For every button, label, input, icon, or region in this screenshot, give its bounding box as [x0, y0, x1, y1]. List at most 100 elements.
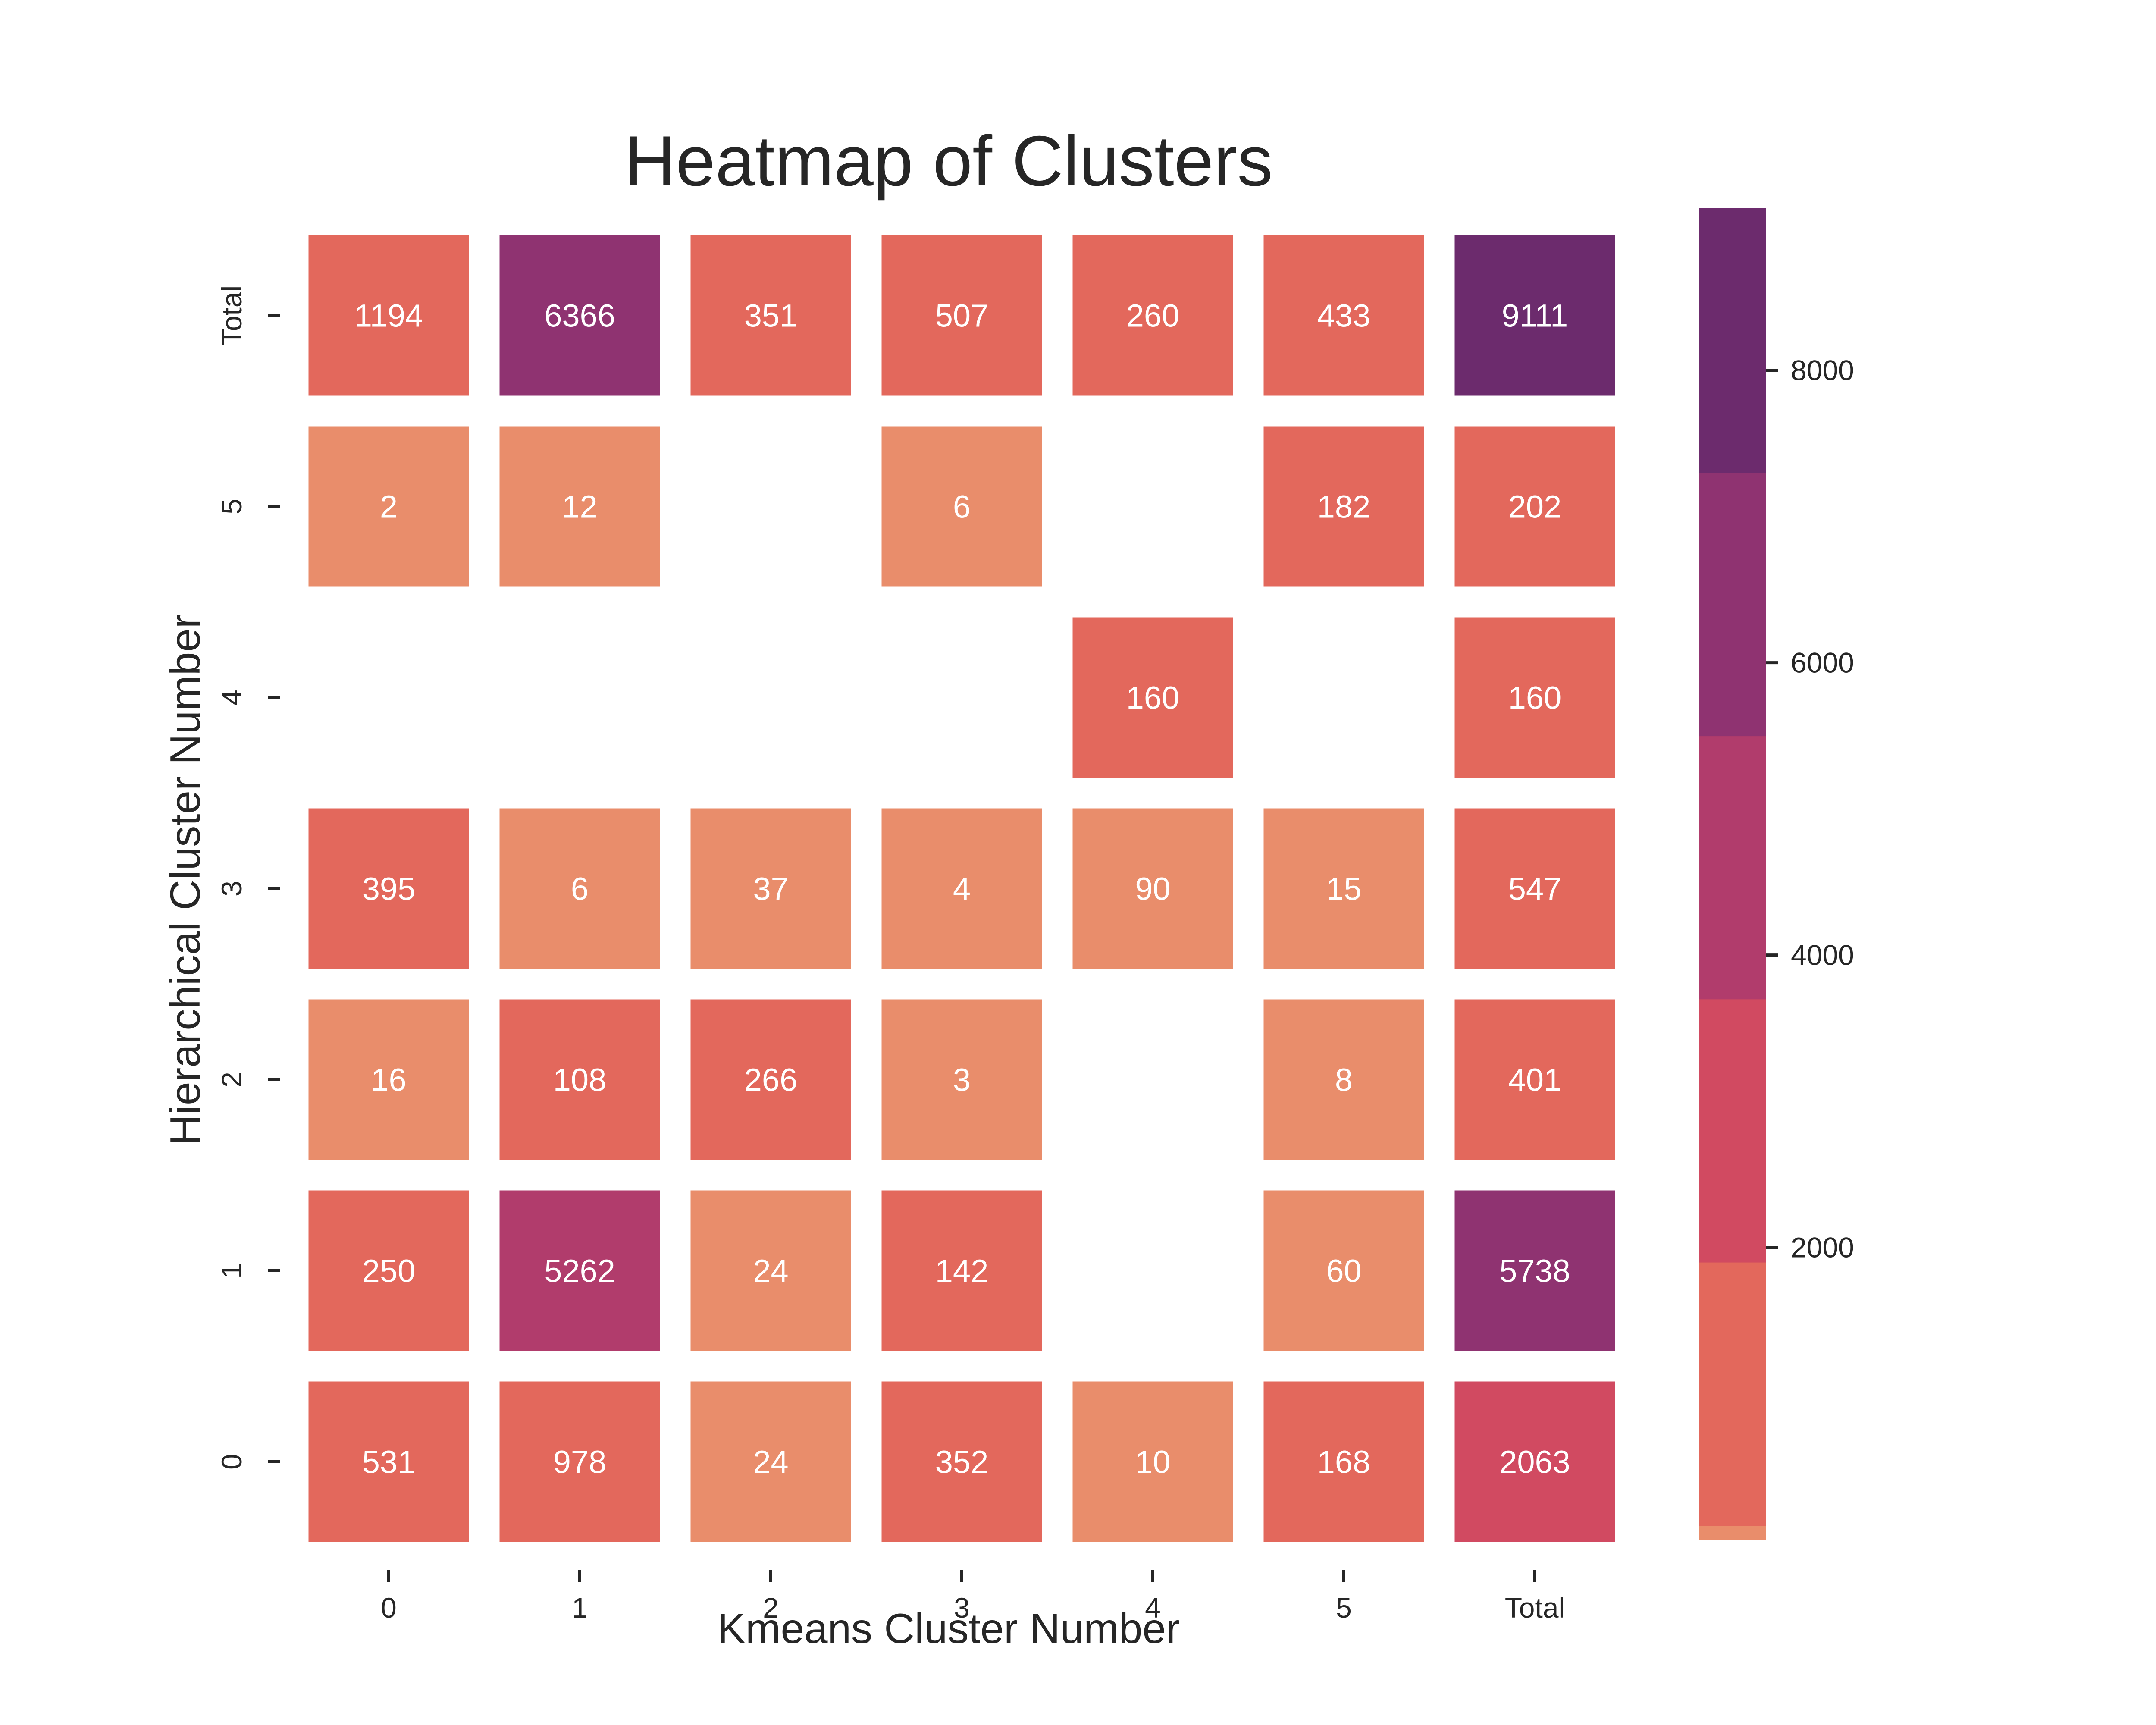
y-tick-label: 4: [216, 690, 248, 706]
y-tick-label: Total: [216, 285, 248, 345]
heatmap-cell: [1454, 426, 1615, 587]
heatmap-cell: [499, 235, 660, 396]
colorbar: 2000 4000 6000 8000: [1699, 208, 1854, 1540]
heatmap-cell: [1072, 235, 1233, 396]
colorbar-tick-label: 8000: [1791, 354, 1854, 386]
cell-value-label: 60: [1326, 1253, 1361, 1289]
cell-value-label: 12: [562, 489, 597, 525]
heatmap-cell: [1263, 235, 1424, 396]
heatmap-cell: [499, 999, 660, 1160]
heatmap-cell: [690, 999, 851, 1160]
cell-value-label: 2: [380, 489, 398, 525]
cell-value-label: 351: [744, 298, 797, 334]
heatmap-cell: [308, 999, 469, 1160]
cell-value-label: 260: [1126, 298, 1179, 334]
y-tick-label: 2: [216, 1072, 248, 1088]
cell-value-label: 547: [1508, 871, 1561, 907]
colorbar-band: [1699, 472, 1766, 737]
cell-value-label: 160: [1508, 680, 1561, 716]
heatmap-cell: [308, 808, 469, 969]
colorbar-band: [1699, 208, 1766, 473]
colorbar-tick-label: 2000: [1791, 1232, 1854, 1264]
cell-value-label: 10: [1135, 1444, 1170, 1480]
x-tick-label: 1: [572, 1592, 588, 1624]
heatmap-cell: [881, 808, 1042, 969]
colorbar-band: [1699, 999, 1766, 1263]
heatmap-cell: [1072, 617, 1233, 778]
y-axis-ticks: Total 5 4 3 2 1 0: [216, 285, 280, 1470]
cell-value-label: 168: [1317, 1444, 1370, 1480]
x-tick-label: 3: [954, 1592, 970, 1624]
cell-value-label: 182: [1317, 489, 1370, 525]
heatmap-cell: [690, 1190, 851, 1351]
cell-value-label: 250: [362, 1253, 415, 1289]
colorbar-tick-label: 4000: [1791, 939, 1854, 971]
heatmap-cell: [499, 808, 660, 969]
cell-value-label: 5738: [1499, 1253, 1570, 1289]
heatmap-cell: [499, 1381, 660, 1542]
heatmap-cell: [308, 1381, 469, 1542]
heatmap-cell: [881, 426, 1042, 587]
heatmap-cell: [1072, 1381, 1233, 1542]
heatmap-cell: [1263, 1190, 1424, 1351]
x-tick-label: 2: [763, 1592, 779, 1624]
heatmap-cell: [499, 426, 660, 587]
cell-value-label: 15: [1326, 871, 1361, 907]
cell-value-label: 16: [371, 1062, 406, 1098]
cell-value-label: 531: [362, 1444, 415, 1480]
y-tick-label: 3: [216, 881, 248, 897]
cell-value-label: 6: [953, 489, 971, 525]
heatmap-cell: [1263, 1381, 1424, 1542]
y-tick-label: 1: [216, 1263, 248, 1279]
cell-value-label: 24: [753, 1444, 788, 1480]
cell-value-label: 6: [571, 871, 589, 907]
colorbar-tick-label: 6000: [1791, 647, 1854, 679]
colorbar-band: [1699, 736, 1766, 1000]
heatmap-cell: [881, 999, 1042, 1160]
cell-value-label: 9111: [1502, 298, 1568, 334]
heatmap-cell: [1263, 426, 1424, 587]
heatmap-cell: [1263, 808, 1424, 969]
x-tick-label: 0: [381, 1592, 397, 1624]
cell-value-label: 108: [553, 1062, 606, 1098]
cell-value-label: 401: [1508, 1062, 1561, 1098]
heatmap-cell: [881, 235, 1042, 396]
heatmap-cell: [1263, 999, 1424, 1160]
x-tick-label: 5: [1336, 1592, 1352, 1624]
cell-value-label: 24: [753, 1253, 788, 1289]
cell-value-label: 90: [1135, 871, 1170, 907]
heatmap-cell: [881, 1190, 1042, 1351]
heatmap-cell: [1454, 1381, 1615, 1542]
cell-value-label: 3: [953, 1062, 971, 1098]
heatmap-cell: [881, 1381, 1042, 1542]
heatmap-cell: [1454, 808, 1615, 969]
cell-value-label: 8: [1335, 1062, 1353, 1098]
x-tick-label: 4: [1145, 1592, 1161, 1624]
cell-value-label: 2063: [1499, 1444, 1570, 1480]
colorbar-band: [1699, 1262, 1766, 1526]
heatmap-cell: [499, 1190, 660, 1351]
chart-title: Heatmap of Clusters: [624, 121, 1273, 201]
cell-value-label: 1194: [354, 298, 423, 334]
cell-value-label: 4: [953, 871, 971, 907]
y-tick-label: 5: [216, 499, 248, 514]
cell-value-label: 5262: [544, 1253, 615, 1289]
heatmap-cell: [1072, 808, 1233, 969]
cell-value-label: 352: [935, 1444, 988, 1480]
heatmap-cell: [1454, 235, 1615, 396]
heatmap-cell: [690, 235, 851, 396]
colorbar-band: [1699, 1525, 1766, 1540]
cell-value-label: 266: [744, 1062, 797, 1098]
y-axis-title: Hierarchical Cluster Number: [161, 615, 209, 1145]
heatmap-cell: [1454, 999, 1615, 1160]
cell-value-label: 160: [1126, 680, 1179, 716]
x-axis-title: Kmeans Cluster Number: [718, 1605, 1180, 1652]
cell-value-label: 142: [935, 1253, 988, 1289]
heatmap-cells: 1194 6366 351 507 260 433 9111 2 12 6 182 202 160 160…: [308, 235, 1615, 1542]
cell-value-label: 978: [553, 1444, 606, 1480]
heatmap-cell: [690, 1381, 851, 1542]
heatmap-cell: [308, 1190, 469, 1351]
cell-value-label: 37: [753, 871, 788, 907]
cell-value-label: 507: [935, 298, 988, 334]
